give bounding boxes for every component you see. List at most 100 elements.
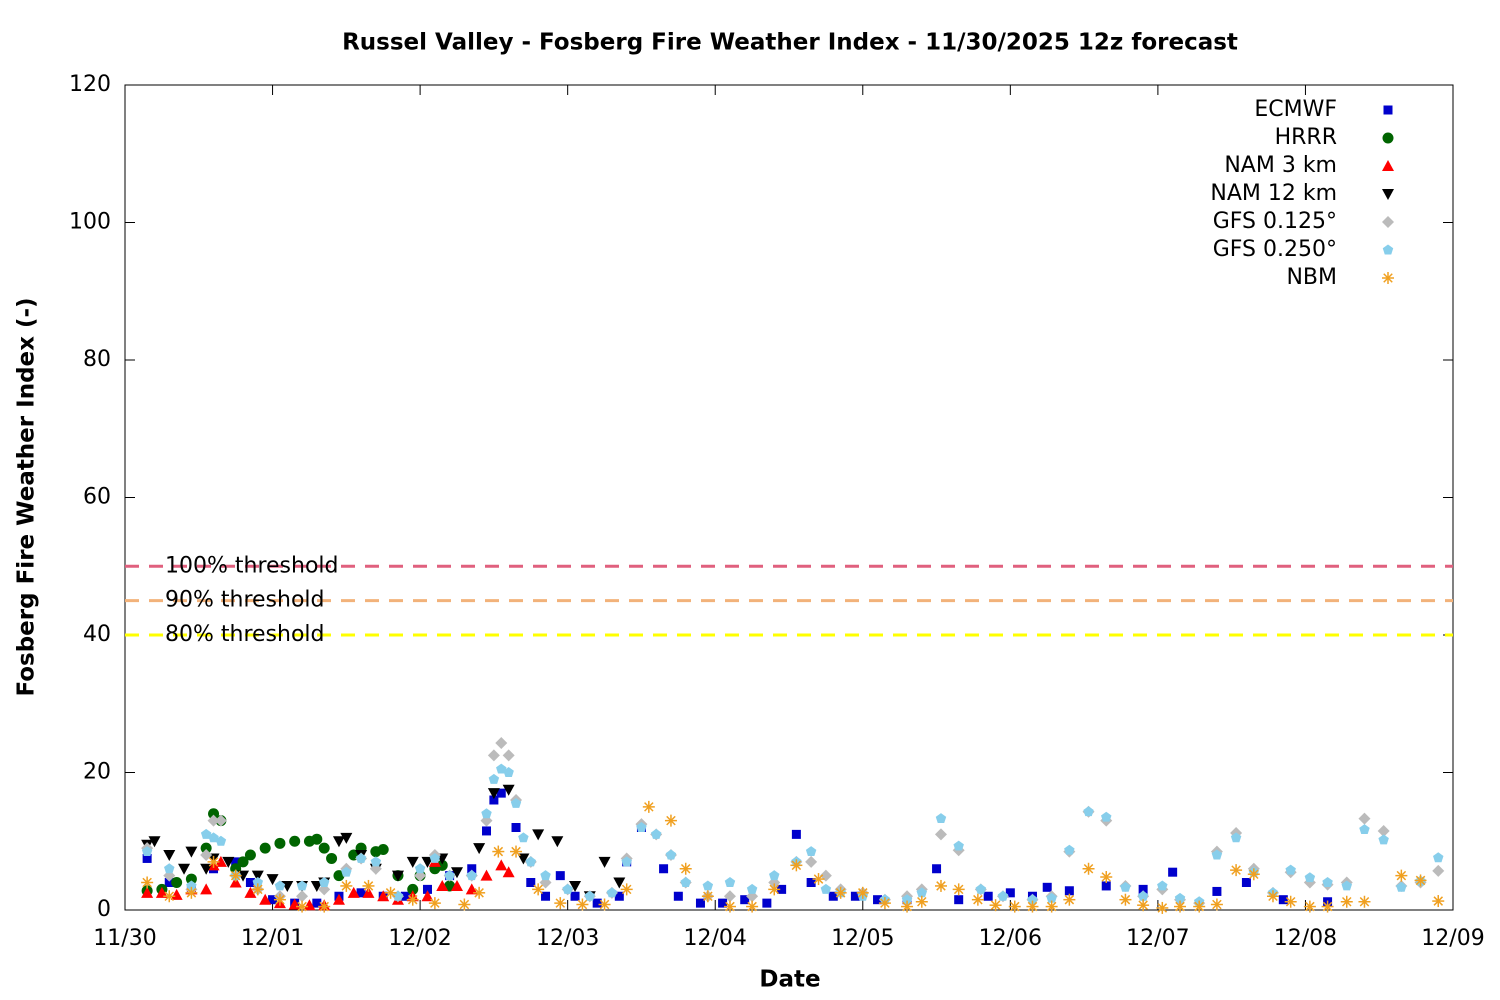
data-point — [171, 877, 183, 888]
asterisk-stroke — [474, 888, 484, 898]
data-point — [1230, 832, 1242, 843]
data-point — [834, 886, 847, 899]
data-point — [584, 890, 596, 901]
data-point — [141, 886, 154, 898]
data-point — [954, 895, 964, 905]
legend-label: GFS 0.125° — [1213, 209, 1337, 234]
data-point — [562, 883, 573, 894]
data-point — [791, 829, 801, 839]
data-point — [244, 886, 257, 898]
asterisk-stroke — [917, 896, 927, 907]
asterisk-stroke — [164, 891, 175, 902]
data-point — [356, 888, 366, 898]
data-point — [186, 880, 197, 891]
data-point — [1008, 900, 1021, 913]
data-point — [1414, 874, 1427, 887]
asterisk-stroke — [1064, 894, 1075, 905]
data-point — [296, 900, 309, 913]
asterisk-stroke — [703, 891, 713, 902]
data-point — [436, 879, 449, 891]
data-point — [340, 832, 353, 844]
legend-label: ECMWF — [1254, 97, 1337, 122]
data-point — [487, 749, 500, 762]
asterisk-stroke — [1285, 896, 1296, 907]
data-point — [901, 894, 913, 905]
data-point — [805, 846, 817, 857]
data-point — [200, 863, 213, 875]
data-point — [701, 890, 714, 903]
data-point — [540, 870, 551, 881]
data-point — [1266, 890, 1279, 903]
asterisk-stroke — [1194, 901, 1204, 912]
data-point — [934, 879, 947, 892]
data-point — [1321, 900, 1334, 913]
legend-label: HRRR — [1275, 125, 1337, 150]
data-point — [502, 866, 515, 878]
data-point — [702, 880, 714, 891]
data-point — [1378, 834, 1389, 845]
data-point — [231, 857, 241, 867]
data-point — [341, 866, 352, 877]
asterisk-stroke — [407, 894, 418, 905]
legend-label: GFS 0.250° — [1213, 237, 1337, 262]
data-point — [1247, 868, 1260, 881]
data-point — [1119, 893, 1132, 906]
data-point — [613, 877, 626, 889]
threshold-label: 90% threshold — [165, 588, 325, 613]
data-point — [1042, 882, 1052, 892]
data-point — [436, 859, 448, 871]
data-point — [370, 856, 382, 867]
asterisk-stroke — [1231, 865, 1241, 875]
data-point — [289, 835, 301, 847]
data-point — [347, 886, 360, 898]
data-point — [746, 900, 759, 913]
data-point — [377, 844, 389, 855]
asterisk-stroke — [973, 894, 983, 905]
x-tick-label: 12/04 — [684, 926, 747, 951]
asterisk-stroke — [493, 846, 504, 857]
data-point — [850, 891, 860, 901]
data-point — [214, 814, 227, 827]
data-point — [296, 880, 308, 891]
data-point — [1005, 888, 1015, 898]
data-point — [1101, 881, 1111, 891]
asterisk-stroke — [1027, 901, 1038, 912]
legend-marker — [1382, 189, 1394, 200]
data-point — [1241, 878, 1251, 887]
data-point — [517, 853, 530, 865]
asterisk-stroke — [577, 899, 588, 910]
data-point — [318, 877, 330, 887]
data-point — [511, 823, 521, 832]
data-point — [252, 877, 264, 887]
data-point — [496, 788, 506, 798]
y-tick-label: 60 — [83, 485, 111, 510]
data-point — [141, 846, 153, 857]
asterisk-stroke — [533, 884, 543, 895]
data-point — [207, 814, 220, 827]
data-point — [355, 852, 367, 863]
data-point — [421, 890, 434, 902]
data-point — [1063, 893, 1076, 906]
y-tick-label: 100 — [69, 210, 111, 235]
data-point — [237, 856, 249, 868]
data-point — [1377, 824, 1390, 837]
asterisk-stroke — [385, 888, 396, 898]
asterisk-stroke — [880, 898, 890, 908]
data-point — [185, 873, 197, 885]
data-point — [762, 898, 772, 908]
data-point — [251, 870, 264, 882]
data-point — [1137, 890, 1149, 901]
asterisk-stroke — [835, 888, 846, 898]
x-tick-label: 12/09 — [1421, 926, 1484, 951]
data-point — [1083, 806, 1094, 817]
asterisk-stroke — [511, 846, 521, 857]
x-tick-label: 12/05 — [831, 926, 894, 951]
y-tick-label: 0 — [97, 897, 111, 922]
data-point — [1045, 900, 1058, 913]
data-point — [1210, 898, 1223, 911]
data-point — [1230, 864, 1243, 877]
data-point — [148, 836, 161, 848]
data-point — [495, 859, 508, 871]
legend-label: NBM — [1286, 265, 1337, 290]
